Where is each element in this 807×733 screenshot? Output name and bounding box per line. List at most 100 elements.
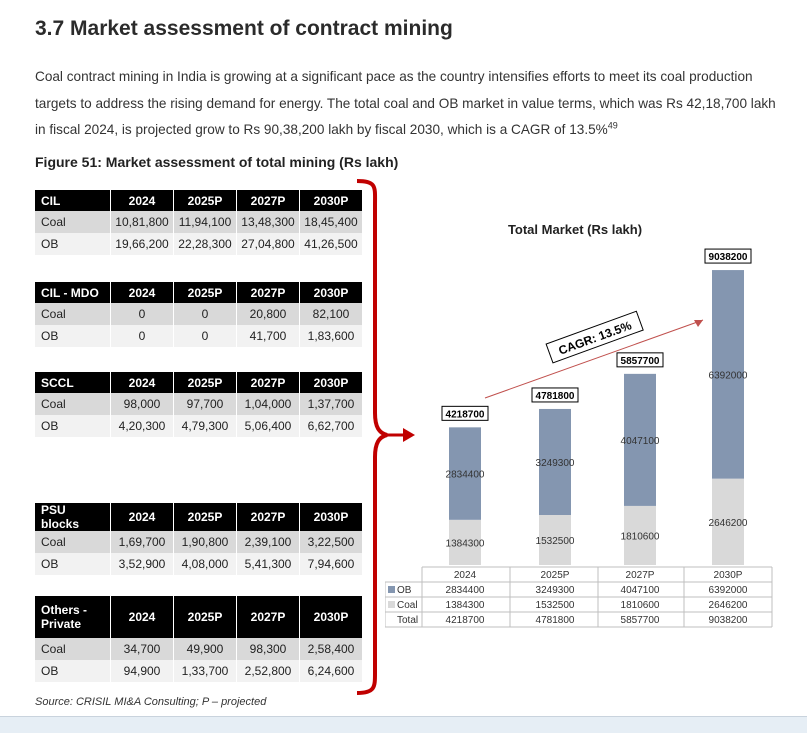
table-cell: 82,100 [299, 303, 363, 325]
table-cell: 1,69,700 [110, 531, 174, 553]
table-header-label: Others - Private [35, 596, 111, 638]
table-header-year: 2027P [236, 596, 300, 638]
ob-bar [712, 270, 744, 479]
row-label: OB [35, 553, 111, 575]
table-header-year: 2025P [173, 503, 237, 531]
figure-title: Figure 51: Market assessment of total mi… [35, 154, 399, 170]
row-label: Coal [35, 303, 111, 325]
table-cell: 6,62,700 [299, 415, 363, 437]
paragraph-text: Coal contract mining in India is growing… [35, 69, 776, 137]
table-cell: 5,41,300 [236, 553, 300, 575]
total-data-label: 4218700 [446, 409, 485, 420]
table-header-year: 2027P [236, 372, 300, 393]
legend-label-coal: Coal [397, 600, 418, 611]
row-label: Coal [35, 531, 111, 553]
total-label-box [531, 387, 579, 403]
table-cell: 98,300 [236, 638, 300, 660]
table-cell: 7,94,600 [299, 553, 363, 575]
table-header-label: CIL - MDO [35, 282, 111, 303]
segment-table: SCCL 2024 2025P 2027P 2030P Coal 98,000 97,700 1… [35, 372, 363, 437]
table-header-label: PSU blocks [35, 503, 111, 531]
table-header-year: 2027P [236, 282, 300, 303]
table-cell: 0 [173, 303, 237, 325]
table-row: Coal 10,81,800 11,94,100 13,48,300 18,45,400 [35, 211, 363, 233]
table-header-year: 2024 [110, 190, 174, 211]
table-cell: 18,45,400 [299, 211, 363, 233]
total-label-box [704, 248, 752, 264]
table-cell: 4,79,300 [173, 415, 237, 437]
table-cell: 10,81,800 [110, 211, 174, 233]
ob-data-label: 6392000 [709, 370, 748, 381]
table-header-year: 2024 [110, 503, 174, 531]
table-header-year: 2030P [299, 503, 363, 531]
table-cell: 4,20,300 [110, 415, 174, 437]
table-coal-value: 1384300 [446, 600, 485, 611]
table-cell: 94,900 [110, 660, 174, 682]
table-cell: 41,26,500 [299, 233, 363, 255]
coal-bar [539, 514, 571, 565]
row-label: OB [35, 660, 111, 682]
row-label: OB [35, 415, 111, 437]
table-cell: 0 [110, 303, 174, 325]
table-ob-value: 2834400 [446, 585, 485, 596]
ob-bar [539, 408, 571, 515]
total-data-label: 4781800 [536, 391, 575, 402]
coal-bar [449, 519, 481, 565]
total-row-label: Total [397, 615, 418, 626]
table-header-year: 2030P [299, 282, 363, 303]
table-cell: 13,48,300 [236, 211, 300, 233]
table-cell: 1,04,000 [236, 393, 300, 415]
ob-data-label: 4047100 [621, 436, 660, 447]
table-header-year: 2025P [173, 372, 237, 393]
segment-table: Others - Private 2024 2025P 2027P 2030P Coal 3… [35, 596, 363, 682]
ob-data-label: 3249300 [536, 458, 575, 469]
x-tick-label: 2027P [626, 570, 655, 581]
table-header-year: 2024 [110, 596, 174, 638]
cagr-arrow-head [694, 320, 703, 327]
table-cell: 19,66,200 [110, 233, 174, 255]
table-row: OB 94,900 1,33,700 2,52,800 6,24,600 [35, 660, 363, 682]
table-cell: 3,22,500 [299, 531, 363, 553]
table-cell: 22,28,300 [173, 233, 237, 255]
table-cell: 11,94,100 [173, 211, 237, 233]
segment-table: CIL 2024 2025P 2027P 2030P Coal 10,81,800 11,94… [35, 190, 363, 255]
table-header-year: 2030P [299, 596, 363, 638]
table-cell: 27,04,800 [236, 233, 300, 255]
table-row: OB 0 0 41,700 1,83,600 [35, 325, 363, 347]
table-header-year: 2025P [173, 190, 237, 211]
table-total-value: 5857700 [621, 615, 660, 626]
table-header-year: 2027P [236, 190, 300, 211]
table-header-label: SCCL [35, 372, 111, 393]
table-header-year: 2025P [173, 282, 237, 303]
table-cell: 1,90,800 [173, 531, 237, 553]
total-data-label: 9038200 [709, 252, 748, 263]
table-row: Coal 98,000 97,700 1,04,000 1,37,700 [35, 393, 363, 415]
footnote-ref[interactable]: 49 [607, 120, 618, 131]
legend-label-ob: OB [397, 585, 412, 596]
table-cell: 20,800 [236, 303, 300, 325]
table-row: Coal 1,69,700 1,90,800 2,39,100 3,22,500 [35, 531, 363, 553]
coal-data-label: 1810600 [621, 531, 660, 542]
table-cell: 4,08,000 [173, 553, 237, 575]
table-header-year: 2030P [299, 190, 363, 211]
table-total-value: 9038200 [709, 615, 748, 626]
body-paragraph: Coal contract mining in India is growing… [35, 64, 780, 144]
coal-data-label: 1384300 [446, 538, 485, 549]
table-ob-value: 6392000 [709, 585, 748, 596]
table-cell: 3,52,900 [110, 553, 174, 575]
legend-swatch-ob [388, 586, 395, 593]
legend-swatch-coal [388, 601, 395, 608]
brace-curve [356, 179, 388, 695]
coal-bar [712, 478, 744, 565]
cagr-arrow-line [484, 319, 704, 399]
segment-table: CIL - MDO 2024 2025P 2027P 2030P Coal 0 0 20,800… [35, 282, 363, 347]
coal-bar [624, 505, 656, 565]
table-row: Coal 0 0 20,800 82,100 [35, 303, 363, 325]
table-cell: 1,33,700 [173, 660, 237, 682]
brace-arrow-head [403, 428, 415, 442]
table-cell: 2,39,100 [236, 531, 300, 553]
taskbar-strip [0, 716, 807, 733]
table-header-label: CIL [35, 190, 111, 211]
table-cell: 98,000 [110, 393, 174, 415]
table-total-value: 4218700 [446, 615, 485, 626]
